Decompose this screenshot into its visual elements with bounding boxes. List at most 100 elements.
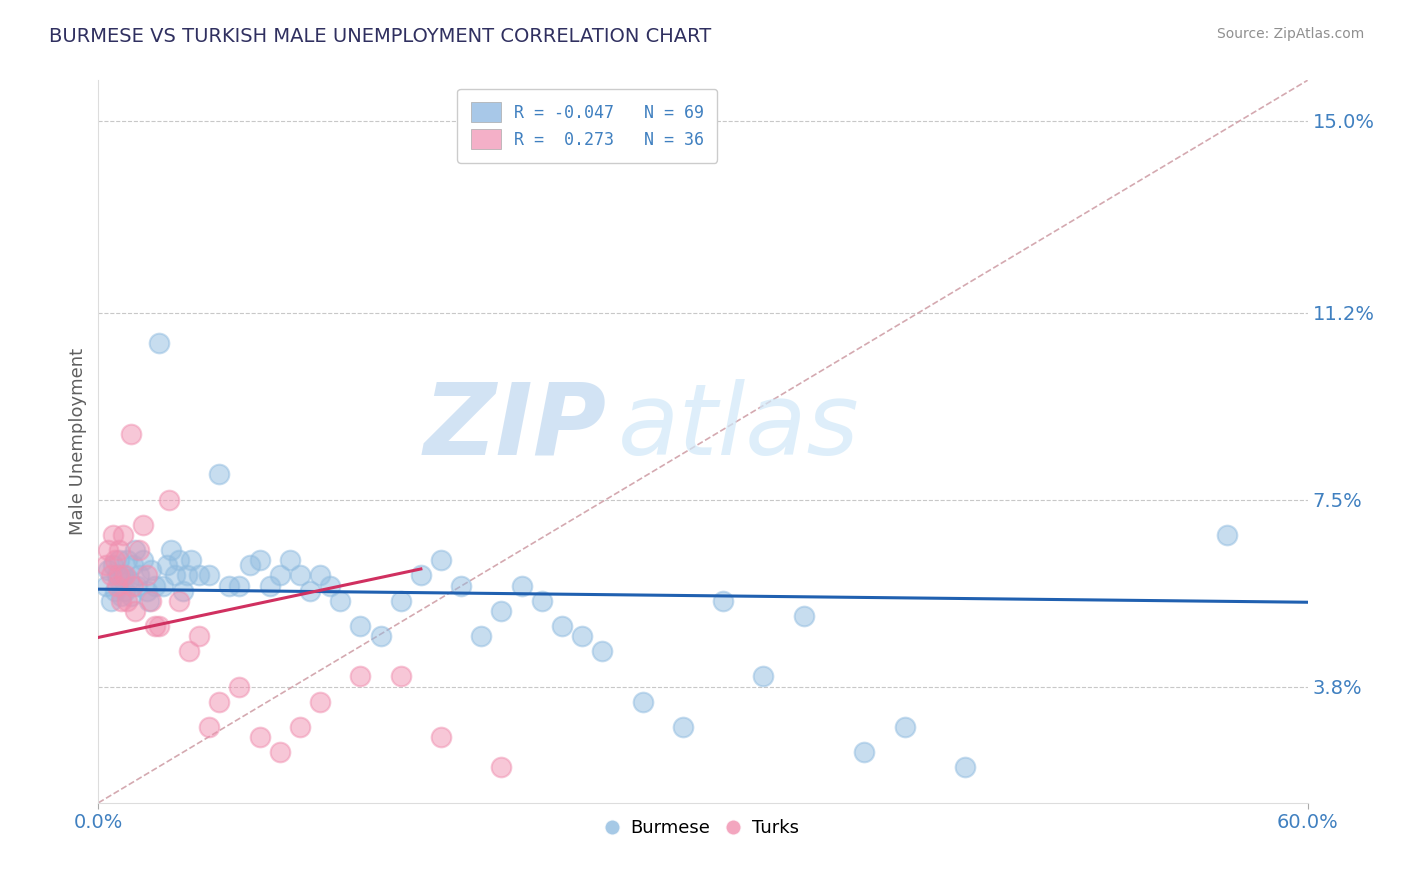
Point (551, 619, 574, 633)
Point (120, 427, 142, 442)
Point (167, 593, 190, 607)
Point (752, 669, 775, 683)
Point (107, 574, 129, 588)
Point (125, 578, 148, 592)
Point (389, 669, 412, 683)
Point (105, 568, 128, 582)
Point (288, 720, 311, 734)
Point (114, 568, 136, 582)
Text: BURMESE VS TURKISH MALE UNEMPLOYMENT CORRELATION CHART: BURMESE VS TURKISH MALE UNEMPLOYMENT COR… (49, 27, 711, 45)
Text: atlas: atlas (619, 378, 860, 475)
Point (139, 593, 162, 607)
Point (329, 593, 352, 607)
Y-axis label: Male Unemployment: Male Unemployment (69, 348, 87, 535)
Point (491, 604, 513, 618)
Point (103, 583, 125, 598)
Point (115, 593, 138, 607)
Text: ZIP: ZIP (423, 378, 606, 475)
Point (793, 608, 815, 623)
Point (1216, 528, 1239, 542)
Point (319, 578, 342, 592)
Point (893, 720, 915, 734)
Point (510, 578, 533, 592)
Point (278, 553, 301, 567)
Point (107, 568, 129, 582)
Point (121, 578, 143, 592)
Point (208, 467, 231, 482)
Point (299, 583, 322, 598)
Point (148, 336, 170, 351)
Point (139, 563, 162, 577)
Point (853, 745, 876, 759)
Point (143, 578, 166, 592)
Point (97, 563, 120, 577)
Point (430, 553, 453, 567)
Point (105, 578, 128, 592)
Point (249, 730, 271, 744)
Point (288, 568, 311, 582)
Point (591, 644, 613, 658)
Legend: Burmese, Turks: Burmese, Turks (600, 812, 806, 845)
Point (179, 644, 201, 658)
Point (138, 593, 160, 607)
Point (143, 619, 166, 633)
Point (128, 543, 150, 558)
Point (163, 568, 186, 582)
Point (118, 574, 141, 588)
Point (470, 629, 492, 643)
Point (571, 629, 593, 643)
Point (135, 568, 157, 582)
Point (349, 619, 371, 633)
Point (160, 543, 183, 558)
Point (132, 517, 155, 532)
Point (309, 695, 332, 709)
Point (370, 629, 392, 643)
Point (259, 578, 281, 592)
Point (107, 553, 129, 567)
Point (228, 680, 250, 694)
Point (208, 695, 231, 709)
Point (128, 568, 150, 582)
Point (218, 578, 240, 592)
Point (111, 528, 134, 542)
Point (167, 553, 190, 567)
Point (101, 558, 124, 573)
Point (180, 553, 202, 567)
Point (309, 568, 332, 582)
Point (100, 568, 122, 582)
Point (103, 553, 125, 567)
Point (135, 583, 157, 598)
Point (114, 583, 136, 598)
Point (157, 492, 180, 507)
Point (228, 578, 250, 592)
Point (111, 568, 134, 582)
Point (124, 604, 146, 618)
Point (711, 593, 734, 607)
Point (188, 568, 211, 582)
Point (631, 695, 654, 709)
Point (672, 720, 695, 734)
Point (120, 589, 142, 603)
Point (389, 593, 412, 607)
Point (107, 543, 129, 558)
Point (269, 745, 291, 759)
Point (115, 553, 138, 567)
Point (110, 593, 132, 607)
Point (97, 543, 120, 558)
Point (101, 528, 124, 542)
Point (198, 568, 221, 582)
Point (491, 760, 513, 774)
Point (121, 558, 143, 573)
Point (530, 593, 553, 607)
Point (176, 568, 198, 582)
Point (110, 589, 132, 603)
Point (96, 578, 118, 592)
Point (430, 730, 453, 744)
Point (249, 553, 271, 567)
Point (148, 619, 170, 633)
Point (409, 568, 432, 582)
Point (953, 760, 976, 774)
Point (198, 720, 221, 734)
Point (450, 578, 472, 592)
Point (124, 543, 146, 558)
